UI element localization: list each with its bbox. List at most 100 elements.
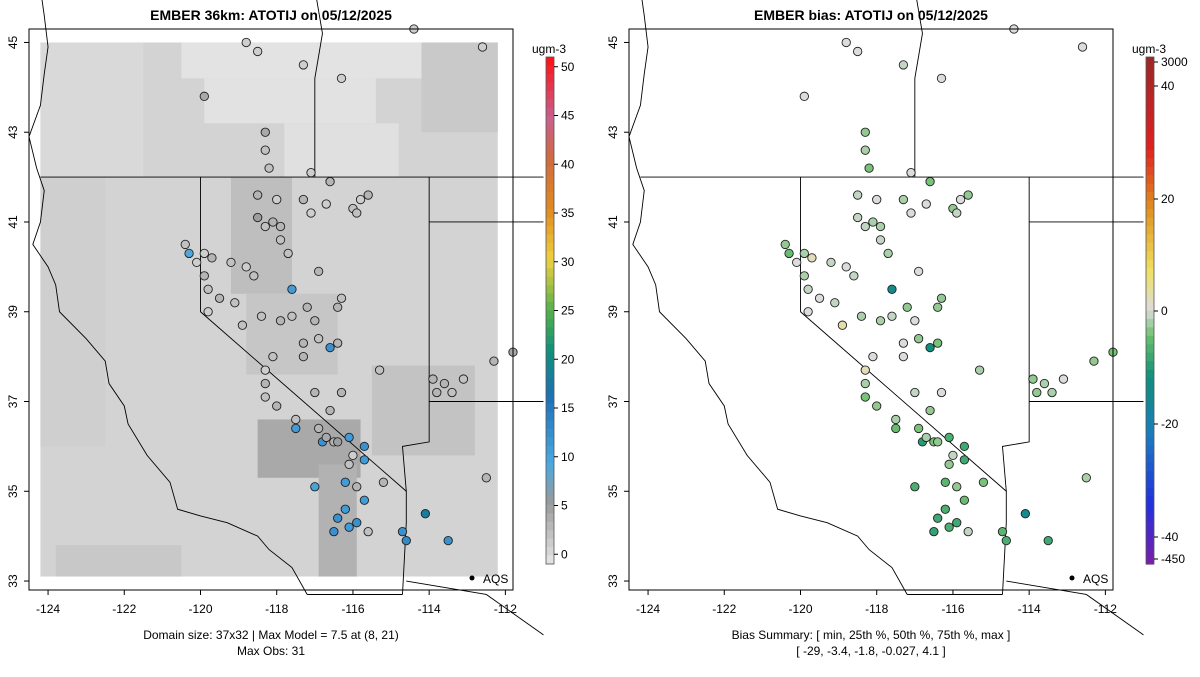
station-marker bbox=[333, 302, 343, 312]
bias-marker bbox=[925, 176, 935, 187]
station-marker bbox=[249, 271, 259, 281]
y-tick-label: 41 bbox=[6, 215, 20, 229]
bias-marker bbox=[952, 208, 962, 218]
colorbar-swatch bbox=[546, 395, 554, 405]
colorbar-swatch bbox=[546, 479, 554, 489]
colorbar-swatch bbox=[546, 361, 554, 371]
colorbar-swatch bbox=[1146, 487, 1154, 497]
station-marker bbox=[272, 194, 282, 205]
colorbar-swatch bbox=[546, 116, 554, 126]
bias-marker bbox=[921, 432, 931, 443]
station-marker bbox=[313, 266, 324, 277]
colorbar-swatch bbox=[1146, 530, 1154, 540]
colorbar-swatch bbox=[546, 462, 554, 472]
station-marker bbox=[268, 351, 278, 362]
bias-marker bbox=[841, 262, 851, 272]
colorbar-tick-label: 3000 bbox=[1161, 55, 1188, 69]
grid-cell-patch bbox=[371, 365, 475, 456]
bias-marker bbox=[1001, 535, 1011, 546]
station-marker bbox=[352, 482, 362, 492]
colorbar-tick-label: 5 bbox=[561, 499, 568, 513]
colorbar-swatch bbox=[1146, 90, 1154, 100]
bias-marker bbox=[1032, 387, 1042, 398]
right-title: EMBER bias: ATOTIJ on 05/12/2025 bbox=[754, 7, 988, 23]
bias-marker bbox=[940, 504, 950, 514]
colorbar-tick-label: 30 bbox=[561, 255, 575, 269]
station-marker bbox=[477, 42, 488, 52]
station-marker bbox=[283, 248, 293, 259]
bias-marker bbox=[944, 432, 954, 443]
state-border bbox=[1001, 177, 1030, 492]
colorbar-tick-label: 15 bbox=[561, 401, 575, 415]
bias-marker bbox=[799, 248, 809, 259]
grid-cell-patch bbox=[40, 177, 106, 447]
bias-marker bbox=[872, 401, 882, 411]
colorbar-swatch bbox=[1146, 99, 1154, 109]
colorbar-swatch bbox=[1146, 73, 1154, 83]
colorbar-swatch bbox=[1146, 428, 1154, 438]
colorbar-swatch bbox=[546, 386, 554, 396]
station-marker bbox=[268, 217, 278, 227]
station-marker bbox=[359, 441, 370, 452]
colorbar-swatch bbox=[1146, 504, 1154, 514]
station-marker bbox=[260, 378, 270, 389]
bias-marker bbox=[929, 527, 939, 537]
colorbar-swatch bbox=[546, 335, 554, 345]
colorbar-tick-label: 20 bbox=[1161, 192, 1175, 206]
y-tick-label: 39 bbox=[6, 305, 20, 319]
colorbar-tick-label: 45 bbox=[561, 109, 575, 123]
bias-marker bbox=[1081, 473, 1091, 483]
y-tick-label: 37 bbox=[6, 395, 20, 409]
station-marker bbox=[310, 316, 320, 326]
bias-marker bbox=[933, 513, 943, 523]
station-marker bbox=[325, 176, 335, 187]
bias-marker bbox=[936, 387, 947, 398]
station-marker bbox=[313, 334, 324, 344]
y-tick-label: 43 bbox=[6, 125, 20, 139]
x-tick-label: -124 bbox=[636, 602, 660, 616]
colorbar-swatch bbox=[1146, 268, 1154, 278]
station-marker bbox=[336, 73, 347, 84]
right-footer-line2: [ -29, -3.4, -1.8, -0.027, 4.1 ] bbox=[796, 644, 945, 658]
station-marker bbox=[333, 437, 343, 447]
bias-marker bbox=[906, 167, 916, 178]
bias-marker bbox=[913, 266, 924, 277]
bias-marker bbox=[887, 311, 897, 321]
grid-cell-patch bbox=[421, 42, 498, 133]
state-border bbox=[800, 177, 1007, 595]
colorbar-swatch bbox=[1146, 462, 1154, 472]
station-marker bbox=[226, 257, 236, 268]
colorbar-swatch bbox=[546, 454, 554, 464]
colorbar-swatch bbox=[546, 411, 554, 421]
bias-marker bbox=[910, 482, 920, 492]
aqs-legend-dot bbox=[1069, 575, 1075, 581]
colorbar-swatch bbox=[1146, 378, 1154, 388]
coastline bbox=[628, 0, 908, 595]
x-axis: -124 -122 -120 -118 -116 -114 -112 bbox=[636, 590, 1117, 616]
grid-cell-patch bbox=[246, 293, 338, 375]
bias-marker bbox=[1043, 535, 1053, 546]
colorbar-swatch bbox=[1146, 411, 1154, 421]
colorbar-swatch bbox=[546, 268, 554, 278]
colorbar-swatch bbox=[1146, 369, 1154, 379]
bias-marker bbox=[921, 199, 931, 209]
colorbar-swatch bbox=[1146, 395, 1154, 405]
colorbar-swatch bbox=[1146, 302, 1154, 312]
bias-marker bbox=[891, 414, 901, 425]
bias-marker bbox=[1077, 42, 1088, 52]
colorbar-swatch bbox=[546, 133, 554, 143]
x-tick-label: -116 bbox=[941, 602, 964, 616]
station-marker bbox=[275, 316, 286, 326]
station-marker bbox=[199, 91, 209, 101]
station-marker bbox=[298, 60, 309, 70]
y-tick-label: 33 bbox=[606, 574, 620, 588]
colorbar-swatch bbox=[1146, 242, 1154, 252]
station-marker bbox=[363, 190, 373, 200]
colorbar-swatch bbox=[1146, 259, 1154, 269]
colorbar-swatch bbox=[546, 285, 554, 295]
colorbar-swatch bbox=[1146, 82, 1154, 92]
bias-marker bbox=[872, 194, 882, 205]
aqs-legend-dot bbox=[469, 575, 475, 581]
colorbar-swatch bbox=[1146, 496, 1154, 506]
station-marker bbox=[310, 482, 320, 492]
